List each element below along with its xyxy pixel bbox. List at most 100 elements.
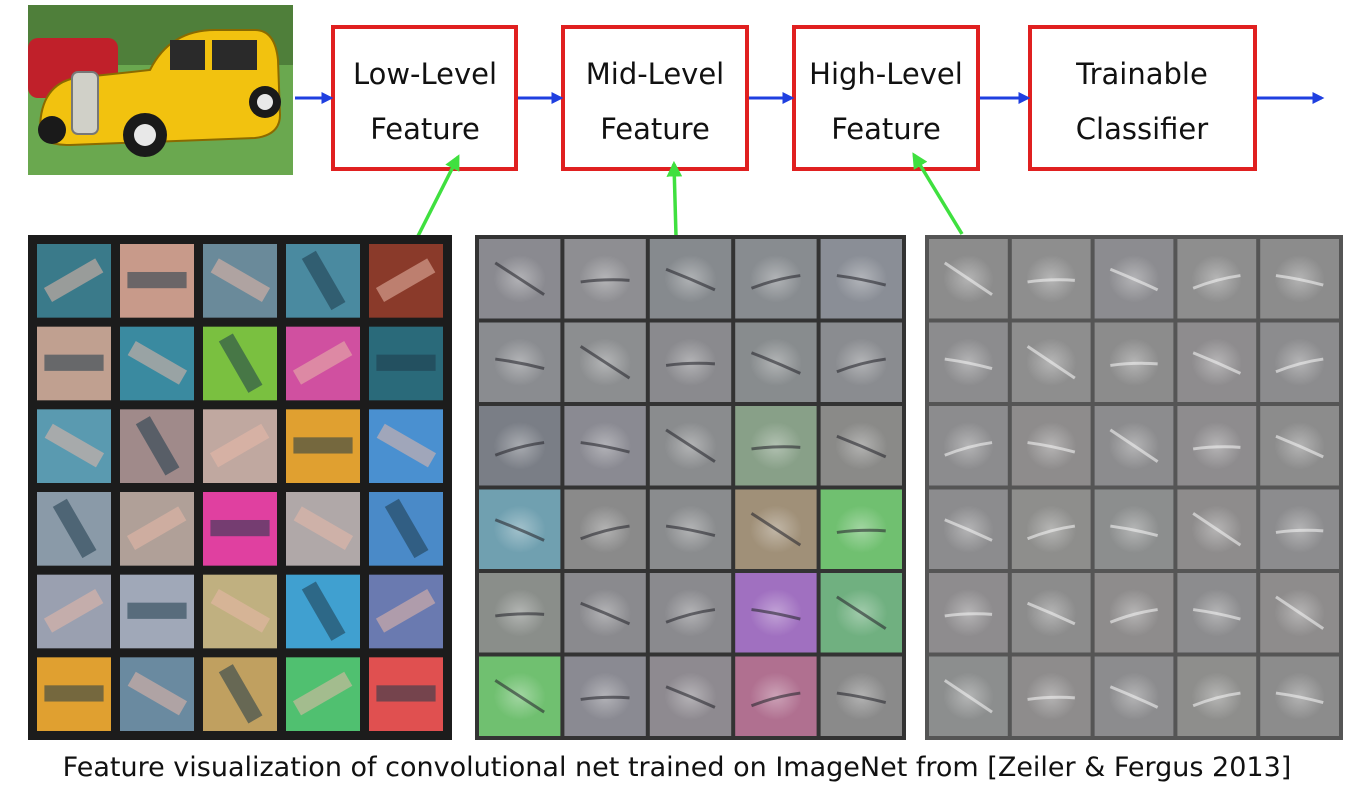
filter-tile [369, 492, 443, 566]
stage-box-low-level: Low-Level Feature [331, 25, 518, 171]
filter-tile [286, 244, 360, 318]
filter-tile [1260, 322, 1339, 402]
stage-label-line1: Mid-Level [586, 57, 725, 91]
filter-tile [649, 656, 732, 736]
filter-tile [1094, 239, 1174, 319]
filter-tile [820, 573, 902, 653]
filter-tile [649, 406, 732, 486]
filter-tile [1011, 573, 1091, 653]
high-level-filter-grid [925, 235, 1343, 740]
filter-tile [1177, 239, 1257, 319]
figure-caption: Feature visualization of convolutional n… [62, 752, 1292, 783]
stage-label-line1: Trainable [1075, 57, 1208, 91]
mid-level-filter-grid [475, 235, 906, 740]
filter-tile [203, 326, 277, 401]
filter-tile [735, 489, 817, 569]
filter-tile [564, 573, 646, 653]
link-arrow-low [416, 154, 460, 237]
filter-tile [1177, 573, 1257, 653]
filter-tile [820, 239, 902, 319]
filter-tile [369, 409, 443, 483]
filter-tile [649, 489, 732, 569]
filter-tile [1177, 656, 1257, 736]
filter-tile [1011, 239, 1091, 319]
filter-tile [1177, 406, 1257, 486]
filter-tile [369, 657, 443, 731]
filter-tile [479, 406, 561, 486]
filter-tile [735, 573, 817, 653]
filter-tile [929, 573, 1008, 653]
filter-tile [929, 489, 1008, 569]
filter-tile [820, 406, 902, 486]
filter-tile [564, 489, 646, 569]
filter-tile [820, 656, 902, 736]
filter-tile [37, 244, 111, 318]
filter-tile [1094, 656, 1174, 736]
filter-grid-background [28, 235, 452, 740]
filter-tile [203, 657, 277, 731]
filter-tile [479, 656, 561, 736]
filter-tile [120, 657, 194, 731]
filter-tile [649, 322, 732, 402]
filter-tile [1011, 489, 1091, 569]
low-level-filter-grid [28, 235, 452, 740]
car-photo-icon [28, 5, 293, 175]
filter-tile [369, 244, 443, 318]
filter-tile [1094, 322, 1174, 402]
filter-tile [286, 326, 360, 401]
filter-tile [1094, 406, 1174, 486]
filter-tile [286, 409, 360, 483]
filter-tile [203, 409, 277, 483]
stage-label-line1: Low-Level [353, 57, 497, 91]
filter-tile [203, 492, 277, 566]
filter-tile [1011, 656, 1091, 736]
filter-tile [120, 409, 194, 483]
filter-tile [1260, 406, 1339, 486]
filter-tile [564, 239, 646, 319]
filter-tile [735, 239, 817, 319]
filter-tile [929, 239, 1008, 319]
filter-tile [120, 244, 194, 318]
filter-tile [286, 492, 360, 566]
filter-tile [649, 239, 732, 319]
filter-tile [37, 574, 111, 649]
filter-tile [1260, 656, 1339, 736]
stage-box-classifier: Trainable Classifier [1028, 25, 1257, 171]
stage-label-line2: Feature [370, 112, 480, 146]
filter-tile [120, 492, 194, 566]
filter-tile [1177, 489, 1257, 569]
filter-tile [203, 574, 277, 649]
filter-tile [369, 574, 443, 649]
filter-tile [1260, 489, 1339, 569]
filter-tile [479, 322, 561, 402]
link-arrow-mid [666, 160, 683, 237]
filter-tile [1260, 239, 1339, 319]
filter-tile [1094, 573, 1174, 653]
filter-tile [564, 406, 646, 486]
filter-tile [929, 656, 1008, 736]
filter-tile [820, 489, 902, 569]
filter-tile [564, 322, 646, 402]
filter-tile [37, 409, 111, 483]
filter-tile [1177, 322, 1257, 402]
filter-grid-background [925, 235, 1343, 740]
filter-tile [735, 656, 817, 736]
stage-label-line2: Feature [600, 112, 710, 146]
filter-tile [37, 326, 111, 401]
filter-tile [735, 322, 817, 402]
stage-label-line2: Feature [831, 112, 941, 146]
filter-tile [286, 574, 360, 649]
filter-grid-background [475, 235, 906, 740]
stage-label-line1: High-Level [809, 57, 963, 91]
filter-tile [1011, 322, 1091, 402]
filter-tile [37, 657, 111, 731]
filter-tile [649, 573, 732, 653]
filter-tile [203, 244, 277, 318]
filter-tile [1011, 406, 1091, 486]
filter-tile [120, 326, 194, 401]
filter-tile [479, 573, 561, 653]
filter-tile [564, 656, 646, 736]
filter-tile [1260, 573, 1339, 653]
filter-tile [479, 489, 561, 569]
